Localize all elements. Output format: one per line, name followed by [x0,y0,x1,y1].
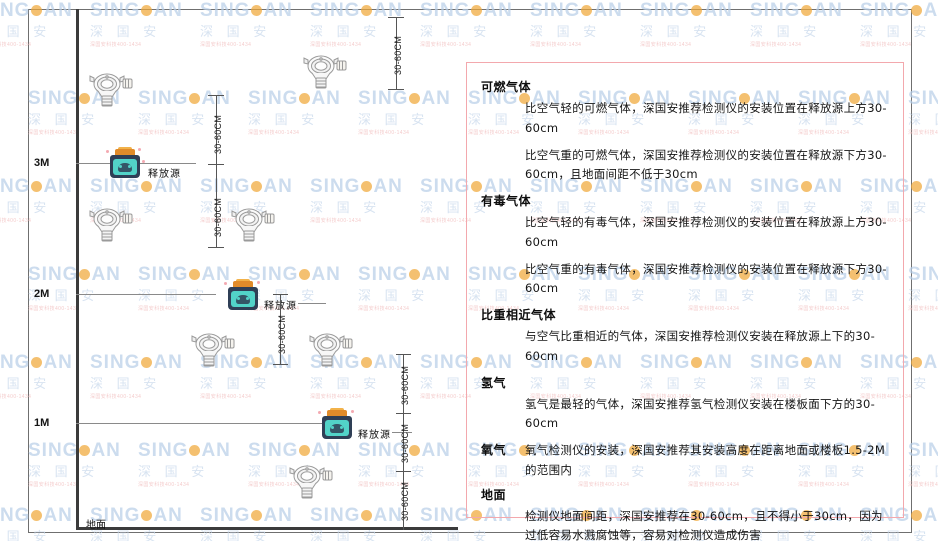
dim-tick-top-b [388,89,404,90]
guideline-text-similar-density-0: 与空气比重相近的气体，深国安推荐检测仪安装在释放源上下的30-60cm [525,329,876,363]
release-source-label-1m: 释放源 [358,430,391,441]
guideline-heading-ground: 地面 [481,487,507,502]
dim-tick-right-c [396,471,411,472]
dim-line-middle [280,294,281,364]
dim-tick-right-b [396,413,411,414]
installation-diagram: 3M 2M 1M 地面 释放源 释放源 [28,9,458,533]
dim-tick-upper-c [208,247,224,248]
guideline-heading-hydrogen: 氢气 [481,375,507,390]
gas-detector-icon-5 [188,329,238,369]
release-source-icon-1m [318,408,354,439]
ground-label: 地面 [86,520,106,531]
dim-label-right-1: 30-60CM [400,365,410,405]
guideline-text-flammable-1: 比空气重的可燃气体，深国安推荐检测仪的安装位置在释放源下方30-60cm，且地面… [525,147,887,182]
gas-detector-icon-7 [286,461,336,501]
guideline-text-flammable-0: 比空气轻的可燃气体，深国安推荐检测仪的安装位置在释放源上方30-60cm [525,101,887,135]
dim-label-middle: 30-60CM [277,314,287,354]
level-label-3m: 3M [34,157,50,169]
dim-tick-top-a [388,17,404,18]
dim-tick-upper-b [208,164,224,165]
dim-label-upper-2: 30-60CM [213,197,223,237]
guideline-section-oxygen: 氧气 氧气检测仪的安装，深国安推荐其安装高度在距离地面或楼板1.5-2M的范围内 [481,441,891,481]
dim-label-upper-1: 30-60CM [213,114,223,154]
dim-line-top [396,17,397,89]
guideline-text-toxic-1: 比空气重的有毒气体，深国安推荐检测仪的安装位置在释放源下方30-60cm [525,261,887,296]
dim-label-right-3: 30-60CM [400,481,410,521]
release-source-icon-3m [106,147,145,178]
level-line-1m [76,423,326,424]
dim-tick-middle-b [273,364,288,365]
level-line-2m [76,294,216,295]
dim-label-right-2: 30-60CM [400,423,410,463]
guideline-text-ground-0: 检测仪地面间距，深国安推荐在30-60cm，且不得小于30cm，因为过低容易水溅… [525,508,883,543]
level-label-1m: 1M [34,417,50,429]
release-source-icon-2m [224,279,260,310]
guideline-text-toxic-0: 比空气轻的有毒气体，深国安推荐检测仪的安装位置在释放源上方30-60cm [525,215,887,249]
gas-detector-icon-6 [306,329,356,369]
dim-line-upper [216,95,217,247]
level-label-2m: 2M [34,288,50,300]
dim-label-top: 30-60CM [393,35,403,75]
vertical-axis [76,9,79,530]
dim-line-right [403,354,404,530]
outer-frame [28,9,912,533]
guideline-text-hydrogen-0: 氢气是最轻的气体，深国安推荐氢气检测仪安装在楼板面下方的30-60cm [525,396,876,431]
release-source-label-3m: 释放源 [148,169,181,180]
dim-tick-right-a [396,354,411,355]
ground-axis [76,527,458,530]
guideline-heading-oxygen: 氧气 [481,443,507,458]
gas-detector-icon-1 [86,69,136,109]
guideline-heading-similar-density: 比重相近气体 [481,308,557,323]
guidelines-panel: 可燃气体比空气轻的可燃气体，深国安推荐检测仪的安装位置在释放源上方30-60cm… [466,62,904,542]
gas-detector-icon-2 [86,204,136,244]
lead-line-1m [392,432,412,433]
guideline-heading-flammable: 可燃气体 [481,80,532,94]
dim-tick-upper-a [208,95,224,96]
lead-line-2m [298,303,326,304]
gas-detector-icon-4 [300,51,350,91]
gas-detector-icon-3 [228,204,278,244]
dim-tick-middle-a [273,294,288,295]
guideline-text-oxygen-0: 氧气检测仪的安装，深国安推荐其安装高度在距离地面或楼板1.5-2M的范围内 [525,443,886,477]
guideline-heading-toxic: 有毒气体 [481,194,532,209]
